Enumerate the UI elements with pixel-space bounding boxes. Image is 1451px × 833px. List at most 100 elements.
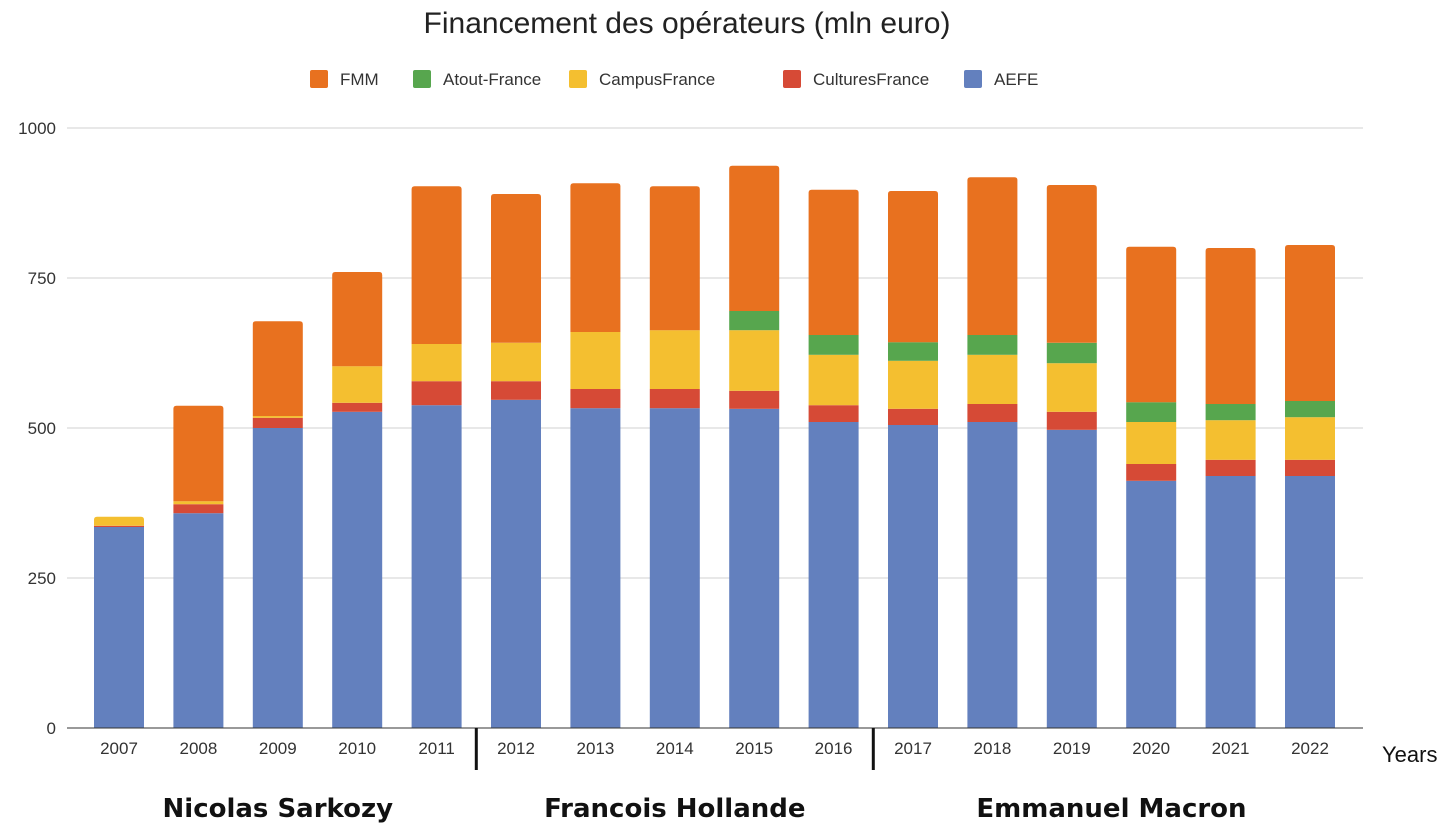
bar-stack <box>967 177 1018 728</box>
bar-segment-aefe <box>1046 429 1097 728</box>
legend-swatch <box>569 70 587 88</box>
x-axis-label: Years <box>1382 742 1437 767</box>
bar-segment-atout-france <box>1285 401 1335 418</box>
bar-stack <box>888 191 938 728</box>
bar-segment-campusfrance <box>94 516 144 526</box>
x-tick-label: 2013 <box>576 739 614 758</box>
bar-segment-culturesfrance <box>1126 464 1177 481</box>
bar-segment-aefe <box>729 408 780 728</box>
bar-segment-culturesfrance <box>411 381 462 406</box>
president-label: Emmanuel Macron <box>976 794 1246 824</box>
bar-segment-fmm <box>729 165 780 311</box>
bar-segment-culturesfrance <box>570 389 621 409</box>
x-tick-label: 2012 <box>497 739 535 758</box>
bar-segment-aefe <box>1205 476 1256 728</box>
x-tick-label: 2016 <box>815 739 853 758</box>
president-labels: Nicolas Sarkozy Francois Hollande Emmanuel… <box>163 794 1247 824</box>
bar-segment-campusfrance <box>888 360 938 409</box>
bar-segment-culturesfrance <box>173 504 224 514</box>
x-tick-label: 2019 <box>1053 739 1091 758</box>
bar-segment-culturesfrance <box>729 390 780 409</box>
x-tick-label: 2017 <box>894 739 932 758</box>
bar-segment-culturesfrance <box>1285 459 1335 476</box>
x-tick-label: 2022 <box>1291 739 1329 758</box>
bar-segment-campusfrance <box>649 330 700 389</box>
term-dividers <box>474 728 875 770</box>
y-tick-label: 750 <box>28 269 56 288</box>
x-tick-label: 2008 <box>179 739 217 758</box>
bar-segment-aefe <box>252 428 303 728</box>
bar-segment-aefe <box>1126 480 1177 728</box>
x-tick-label: 2021 <box>1212 739 1250 758</box>
bar-segment-fmm <box>1205 248 1256 404</box>
bar-segment-culturesfrance <box>649 389 700 409</box>
president-label: Francois Hollande <box>544 794 805 824</box>
bar-segment-culturesfrance <box>94 525 144 527</box>
bar-segment-aefe <box>967 422 1018 728</box>
bar-stack <box>1126 246 1177 728</box>
bar-segment-campusfrance <box>967 354 1018 404</box>
legend-label: CulturesFrance <box>813 70 929 89</box>
bar-segment-aefe <box>94 527 144 728</box>
x-tick-label: 2007 <box>100 739 138 758</box>
bar-segment-aefe <box>173 513 224 728</box>
bar-segment-fmm <box>1126 246 1177 403</box>
y-tick-label: 250 <box>28 569 56 588</box>
bar-stack <box>332 272 383 728</box>
bar-stack <box>1046 185 1097 728</box>
legend-label: FMM <box>340 70 379 89</box>
legend-swatch <box>783 70 801 88</box>
bar-segment-culturesfrance <box>491 381 541 400</box>
bar-segment-campusfrance <box>570 332 621 389</box>
bar-stack <box>252 321 303 728</box>
bar-stack <box>491 194 541 728</box>
bar-stack <box>1285 245 1335 728</box>
bar-segment-aefe <box>411 405 462 728</box>
y-tick-label: 0 <box>47 719 56 738</box>
x-tick-label: 2014 <box>656 739 694 758</box>
y-tick-label: 1000 <box>18 119 56 138</box>
bar-segment-fmm <box>491 194 541 343</box>
bar-segment-fmm <box>332 272 383 367</box>
bar-segment-culturesfrance <box>808 405 859 422</box>
x-tick-label: 2009 <box>259 739 297 758</box>
legend-item: FMM <box>310 70 379 89</box>
legend-item: CulturesFrance <box>783 70 929 89</box>
bar-stack <box>649 186 700 728</box>
bar-segment-atout-france <box>888 342 938 361</box>
x-tick-label: 2015 <box>735 739 773 758</box>
bar-segment-atout-france <box>1126 402 1177 422</box>
bar-segment-campusfrance <box>1285 417 1335 460</box>
bar-segment-atout-france <box>1205 404 1256 421</box>
x-tick-label: 2010 <box>338 739 376 758</box>
bar-segment-culturesfrance <box>967 404 1018 422</box>
legend-swatch <box>413 70 431 88</box>
x-axis-ticks: 2007 2008 2009 2010 2011 2012 2013 2014 2015 2016… <box>100 739 1329 758</box>
bar-segment-culturesfrance <box>1046 411 1097 430</box>
bar-stack <box>570 183 621 728</box>
legend-label: CampusFrance <box>599 70 715 89</box>
x-tick-label: 2018 <box>973 739 1011 758</box>
bar-segment-fmm <box>888 191 938 343</box>
bar-segment-campusfrance <box>491 342 541 382</box>
bar-segment-culturesfrance <box>1205 459 1256 476</box>
bar-segment-atout-france <box>729 311 780 331</box>
bar-segment-fmm <box>252 321 303 416</box>
bar-segment-culturesfrance <box>888 408 938 425</box>
bar-segment-fmm <box>967 177 1018 335</box>
bar-stack <box>411 186 462 728</box>
bar-segment-campusfrance <box>411 344 462 382</box>
bar-segment-culturesfrance <box>332 402 383 412</box>
bar-segment-culturesfrance <box>252 417 303 428</box>
president-label: Nicolas Sarkozy <box>163 794 394 824</box>
bar-segment-campusfrance <box>729 330 780 391</box>
legend-item: AEFE <box>964 70 1038 89</box>
chart-title: Financement des opérateurs (mln euro) <box>424 7 951 40</box>
legend-item: CampusFrance <box>569 70 715 89</box>
bar-segment-aefe <box>570 408 621 728</box>
bar-segment-atout-france <box>1046 342 1097 364</box>
bar-segment-aefe <box>808 422 859 728</box>
bar-segment-campusfrance <box>1126 422 1177 464</box>
bar-segment-campusfrance <box>808 354 859 406</box>
